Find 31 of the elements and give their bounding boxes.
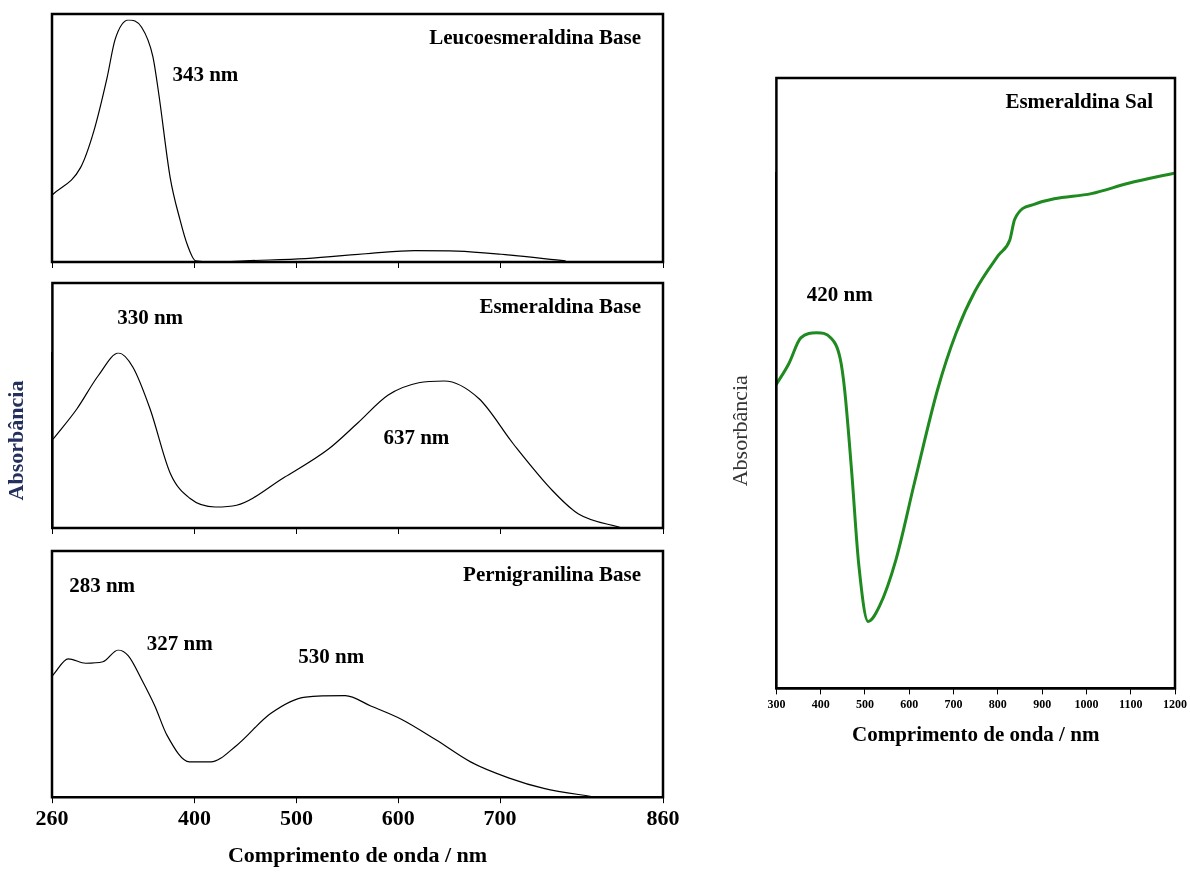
x-tick-label: 1000 bbox=[1074, 696, 1099, 711]
x-tick-label: 900 bbox=[1033, 696, 1052, 711]
annotation: 343 nm bbox=[172, 62, 239, 87]
x-tick-label: 860 bbox=[646, 805, 680, 831]
annotation: 420 nm bbox=[806, 282, 874, 307]
chart-title: Leucoesmeraldina Base bbox=[429, 24, 641, 49]
text: 283 nm bbox=[69, 572, 136, 597]
chart-title: Esmeraldina Sal bbox=[1005, 88, 1154, 113]
x-tick-label: 400 bbox=[811, 696, 830, 711]
x-tick-label: 600 bbox=[381, 805, 415, 831]
x-tick-label: 260 bbox=[35, 805, 69, 831]
chart-title: Pernigranilina Base bbox=[463, 561, 641, 586]
x-axis-title: Comprimento de onda / nm bbox=[227, 842, 488, 868]
x-tick-label: 1200 bbox=[1163, 696, 1187, 711]
x-tick-label: 300 bbox=[767, 696, 786, 711]
annotation: 637 nm bbox=[383, 425, 450, 450]
x-tick-label: 400 bbox=[178, 805, 212, 831]
x-tick-label: 500 bbox=[855, 696, 874, 711]
chart-title: Esmeraldina Base bbox=[479, 293, 641, 318]
x-tick-label: 500 bbox=[279, 805, 313, 831]
x-tick-label: 700 bbox=[483, 805, 517, 831]
annotation: 530 nm bbox=[298, 644, 365, 669]
x-axis-title: Comprimento de onda / nm bbox=[852, 721, 1100, 746]
text: 330 nm bbox=[117, 304, 184, 329]
y-axis-title: Absorbância bbox=[2, 380, 28, 501]
x-tick-label: 600 bbox=[900, 696, 919, 711]
x-tick-label: 700 bbox=[944, 696, 963, 711]
x-tick-label: 1100 bbox=[1119, 696, 1143, 711]
y-axis-title: Absorbância bbox=[726, 374, 752, 487]
annotation: 327 nm bbox=[146, 630, 214, 655]
x-tick-label: 800 bbox=[988, 696, 1007, 711]
